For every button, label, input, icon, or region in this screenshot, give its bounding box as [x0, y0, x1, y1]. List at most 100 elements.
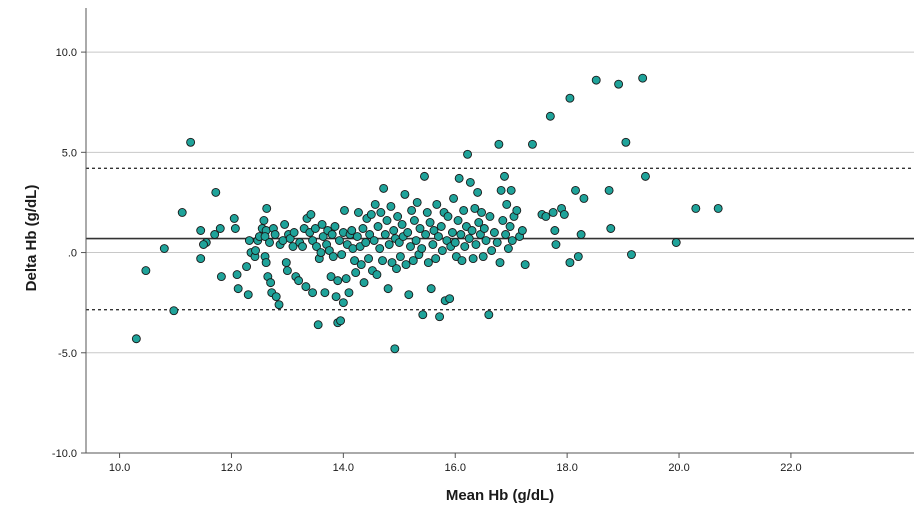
- data-point: [449, 193, 459, 203]
- data-point: [251, 246, 260, 255]
- data-point: [468, 254, 478, 264]
- data-point: [423, 258, 433, 268]
- y-tick-labels: 10.0 5.0 .0 -5.0 -10.0: [52, 47, 77, 460]
- data-point: [196, 254, 206, 264]
- data-point: [354, 208, 363, 217]
- x-tick-label: 16.0: [445, 462, 466, 474]
- x-tick-label: 22.0: [780, 462, 801, 474]
- data-point: [415, 224, 425, 233]
- data-point: [317, 220, 327, 229]
- data-point: [169, 306, 179, 316]
- data-point: [492, 238, 502, 247]
- data-point: [447, 228, 457, 237]
- data-point: [691, 204, 701, 213]
- y-tick-label: 10.0: [56, 47, 77, 59]
- data-point: [243, 290, 253, 300]
- data-point: [365, 230, 375, 239]
- data-point: [474, 218, 484, 227]
- data-point: [359, 278, 369, 288]
- data-point: [406, 242, 415, 251]
- x-tick-label: 18.0: [556, 462, 577, 474]
- data-point: [548, 208, 558, 217]
- data-point: [431, 254, 441, 264]
- data-point: [494, 139, 504, 149]
- y-tick-label: 5.0: [62, 147, 77, 159]
- data-point: [412, 197, 422, 207]
- data-point: [393, 212, 403, 221]
- data-point: [411, 236, 421, 245]
- data-point: [463, 149, 473, 159]
- data-point: [400, 189, 410, 199]
- data-point: [364, 254, 373, 264]
- data-point: [417, 244, 427, 253]
- data-point: [502, 199, 512, 209]
- data-point: [373, 222, 383, 231]
- data-point: [571, 185, 580, 195]
- data-point: [356, 260, 366, 270]
- data-point: [456, 230, 466, 239]
- data-point: [437, 246, 447, 255]
- data-point: [270, 230, 280, 239]
- data-point: [301, 282, 311, 292]
- data-point: [426, 284, 436, 294]
- data-point: [361, 238, 371, 247]
- data-point: [507, 236, 517, 245]
- data-point: [445, 294, 455, 304]
- data-point: [341, 274, 351, 284]
- data-point: [520, 260, 530, 270]
- data-point: [294, 276, 304, 286]
- data-point: [478, 252, 488, 262]
- data-point: [340, 206, 349, 215]
- data-point: [344, 288, 354, 298]
- data-point: [407, 206, 417, 215]
- data-point: [386, 201, 396, 211]
- data-point: [266, 278, 276, 288]
- data-point: [196, 226, 206, 235]
- data-point: [326, 272, 336, 282]
- data-point: [527, 139, 537, 149]
- data-point: [383, 284, 393, 294]
- data-point: [211, 187, 221, 197]
- data-point: [627, 250, 636, 260]
- axes: [81, 8, 914, 458]
- data-point: [216, 272, 226, 282]
- data-point: [328, 252, 338, 262]
- data-point: [454, 173, 464, 183]
- data-point: [506, 185, 516, 195]
- data-point: [306, 210, 316, 219]
- data-point: [457, 256, 467, 266]
- reference-lines: [86, 167, 914, 311]
- data-point: [372, 270, 382, 280]
- data-point: [443, 212, 453, 221]
- data-point: [479, 224, 489, 233]
- data-point: [348, 244, 358, 253]
- data-point: [232, 270, 242, 280]
- data-point: [159, 244, 169, 253]
- data-point: [671, 238, 681, 247]
- data-point: [395, 252, 405, 262]
- data-point: [579, 193, 589, 203]
- data-point: [459, 206, 469, 215]
- data-point: [485, 212, 495, 221]
- data-point: [288, 242, 298, 251]
- data-point: [271, 292, 281, 302]
- data-point: [460, 242, 470, 251]
- data-point: [229, 214, 239, 223]
- data-point: [390, 344, 400, 354]
- data-point: [177, 208, 187, 217]
- data-point: [392, 264, 401, 274]
- x-tick-label: 20.0: [668, 462, 689, 474]
- data-point: [604, 185, 614, 195]
- data-point: [259, 216, 269, 225]
- data-point: [418, 310, 428, 320]
- data-point: [244, 236, 254, 245]
- data-point: [512, 206, 522, 215]
- data-point: [312, 242, 321, 251]
- data-point: [350, 256, 359, 266]
- data-point: [435, 312, 445, 322]
- data-point: [384, 240, 394, 249]
- data-point: [436, 222, 446, 231]
- data-point: [316, 248, 326, 257]
- data-point: [541, 212, 551, 221]
